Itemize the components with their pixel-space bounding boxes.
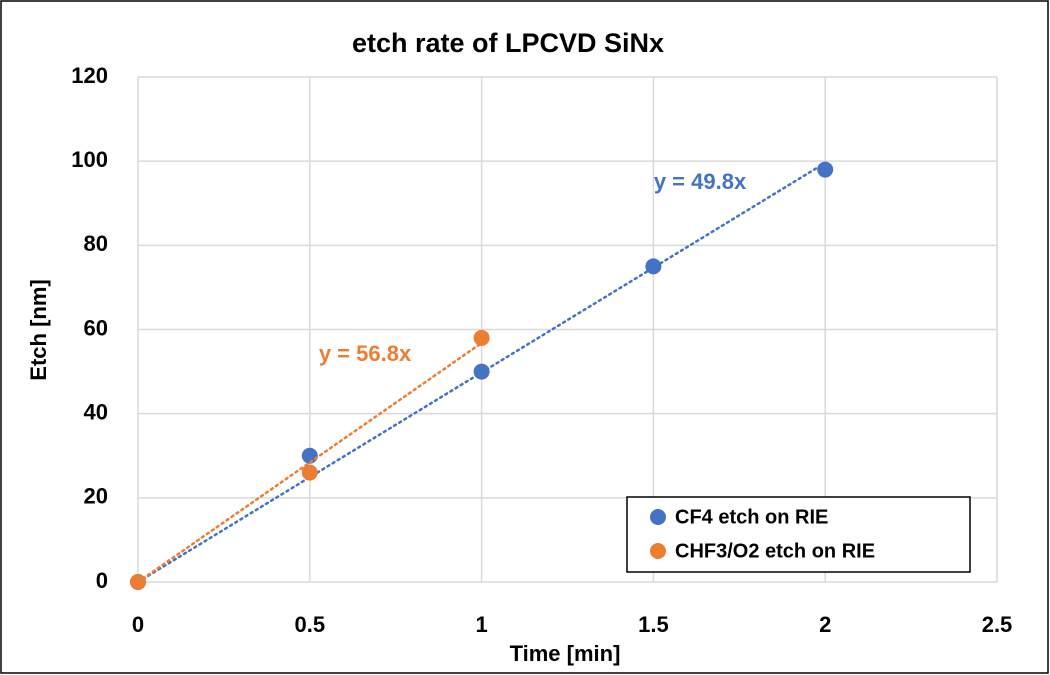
y-tick-label: 80: [84, 231, 108, 256]
trendline-label: y = 56.8x: [319, 341, 412, 366]
legend-label: CF4 etch on RIE: [675, 506, 828, 528]
trendline: [136, 341, 483, 584]
y-axis-label: Etch [nm]: [26, 279, 51, 380]
legend-label: CHF3/O2 etch on RIE: [675, 540, 875, 562]
x-axis-label: Time [min]: [510, 641, 621, 666]
legend-marker: [650, 509, 666, 525]
y-tick-label: 40: [84, 399, 108, 424]
x-tick-label: 2.5: [982, 612, 1013, 637]
y-tick-label: 20: [84, 484, 108, 509]
point: [645, 258, 662, 275]
x-tick-label: 1.5: [638, 612, 669, 637]
legend-marker: [650, 543, 666, 559]
y-tick-label: 0: [96, 568, 108, 593]
grid: [137, 76, 998, 583]
legend-box: [626, 496, 971, 573]
point: [301, 447, 318, 464]
chart-title: etch rate of LPCVD SiNx: [352, 28, 664, 58]
point: [473, 329, 490, 346]
y-tick-label: 60: [84, 315, 108, 340]
x-tick-label: 0.5: [295, 612, 326, 637]
point: [473, 363, 490, 380]
y-tick-label: 120: [71, 63, 108, 88]
x-tick-label: 1: [475, 612, 487, 637]
trendline-label: y = 49.8x: [654, 169, 747, 194]
point: [130, 574, 146, 590]
y-tick-label: 100: [71, 147, 108, 172]
point: [817, 161, 834, 178]
x-tick-label: 0: [132, 612, 144, 637]
x-tick-label: 2: [819, 612, 831, 637]
plot: [130, 161, 834, 590]
point: [301, 464, 318, 481]
